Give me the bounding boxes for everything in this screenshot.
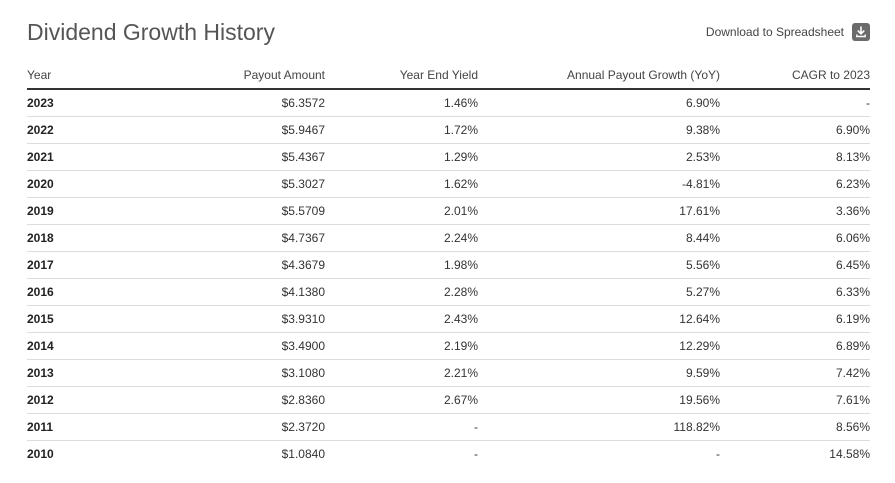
cell-yield: -: [325, 413, 478, 441]
download-icon[interactable]: [852, 23, 870, 41]
cell-year: 2015: [27, 305, 119, 333]
table-row: 2015 $3.9310 2.43% 12.64% 6.19%: [27, 305, 870, 333]
cell-growth: 6.90%: [478, 89, 720, 117]
cell-cagr: 7.42%: [720, 359, 870, 387]
table-row: 2021 $5.4367 1.29% 2.53% 8.13%: [27, 143, 870, 171]
table-row: 2016 $4.1380 2.28% 5.27% 6.33%: [27, 278, 870, 306]
col-header-yield[interactable]: Year End Yield: [325, 62, 478, 90]
cell-cagr: 6.33%: [720, 278, 870, 306]
cell-yield: 1.98%: [325, 251, 478, 279]
cell-payout: $3.4900: [119, 332, 325, 360]
table-row: 2023 $6.3572 1.46% 6.90% -: [27, 89, 870, 117]
cell-cagr: 7.61%: [720, 386, 870, 414]
cell-yield: 1.29%: [325, 143, 478, 171]
cell-yield: -: [474, 446, 478, 461]
download-label: Download to Spreadsheet: [705, 25, 844, 39]
cell-growth: 2.53%: [478, 143, 720, 171]
col-header-payout[interactable]: Payout Amount: [119, 62, 325, 90]
cell-payout: $4.7367: [119, 224, 325, 252]
table-row: 2019 $5.5709 2.01% 17.61% 3.36%: [27, 197, 870, 225]
cell-cagr: 6.90%: [720, 116, 870, 144]
cell-growth: 12.64%: [478, 305, 720, 333]
cell-yield: 2.24%: [325, 224, 478, 252]
cell-yield: 1.62%: [325, 170, 478, 198]
table-row: 2014 $3.4900 2.19% 12.29% 6.89%: [27, 332, 870, 360]
cell-cagr: -: [720, 89, 870, 117]
cell-growth: -: [716, 446, 720, 461]
cell-growth: 9.59%: [478, 359, 720, 387]
panel-header: Dividend Growth History Download to Spre…: [27, 15, 870, 49]
cell-year: 2016: [27, 278, 119, 306]
cell-cagr: 6.06%: [720, 224, 870, 252]
cell-yield: 2.21%: [325, 359, 478, 387]
cell-year: 2018: [27, 224, 119, 252]
cell-year: 2019: [27, 197, 119, 225]
cell-year: 2013: [27, 359, 119, 387]
cell-cagr: 6.19%: [720, 305, 870, 333]
col-header-growth[interactable]: Annual Payout Growth (YoY): [478, 62, 720, 90]
table-row: 2018 $4.7367 2.24% 8.44% 6.06%: [27, 224, 870, 252]
cell-growth: 19.56%: [478, 386, 720, 414]
cell-payout: $4.1380: [119, 278, 325, 306]
cell-year: 2020: [27, 170, 119, 198]
cell-payout: $5.3027: [119, 170, 325, 198]
cell-year: 2021: [27, 143, 119, 171]
table-row: 2020 $5.3027 1.62% -4.81% 6.23%: [27, 170, 870, 198]
cell-cagr: 8.13%: [720, 143, 870, 171]
cell-yield: 2.43%: [325, 305, 478, 333]
cell-growth: -4.81%: [478, 170, 720, 198]
table-row: 2012 $2.8360 2.67% 19.56% 7.61%: [27, 386, 870, 414]
table-row: 2011 $2.3720-118.82% 8.56%: [27, 413, 870, 441]
cell-growth: 8.44%: [478, 224, 720, 252]
cell-yield: 2.67%: [325, 386, 478, 414]
cell-growth: 17.61%: [478, 197, 720, 225]
cell-yield: 2.19%: [325, 332, 478, 360]
cell-payout: $3.9310: [119, 305, 325, 333]
dividend-history-table: Year Payout Amount Year End Yield Annual…: [27, 62, 870, 467]
download-spreadsheet-button[interactable]: Download to Spreadsheet: [706, 23, 870, 41]
cell-cagr: 6.23%: [720, 170, 870, 198]
cell-year: 2017: [27, 251, 119, 279]
cell-yield: 1.72%: [325, 116, 478, 144]
col-header-cagr[interactable]: CAGR to 2023: [720, 62, 870, 90]
table-header-row: Year Payout Amount Year End Yield Annual…: [27, 62, 870, 90]
table-row: 2022 $5.9467 1.72% 9.38% 6.90%: [27, 116, 870, 144]
cell-cagr: 8.56%: [720, 413, 870, 441]
cell-growth: 5.27%: [478, 278, 720, 306]
cell-growth: 118.82%: [478, 413, 720, 441]
cell-payout: $2.3720: [119, 413, 325, 441]
cell-payout: $5.4367: [119, 143, 325, 171]
cell-cagr: 6.89%: [720, 332, 870, 360]
table-row: 2010 $1.0840 - - 14.58%: [27, 440, 870, 467]
col-header-year[interactable]: Year: [27, 62, 119, 90]
cell-year: 2023: [27, 89, 119, 117]
table-row: 2013 $3.1080 2.21% 9.59% 7.42%: [27, 359, 870, 387]
cell-cagr: 6.45%: [720, 251, 870, 279]
cell-growth: 9.38%: [478, 116, 720, 144]
cell-payout: $5.9467: [119, 116, 325, 144]
cell-payout: $5.5709: [119, 197, 325, 225]
cell-payout: $4.3679: [119, 251, 325, 279]
cell-year: 2012: [27, 386, 119, 414]
cell-yield: 1.46%: [325, 89, 478, 117]
cell-payout: $2.8360: [119, 386, 325, 414]
cell-yield: 2.01%: [325, 197, 478, 225]
cell-growth: 12.29%: [478, 332, 720, 360]
cell-payout: $1.0840: [281, 446, 325, 461]
cell-cagr: 3.36%: [720, 197, 870, 225]
page-title: Dividend Growth History: [27, 18, 275, 45]
cell-yield: 2.28%: [325, 278, 478, 306]
cell-year: 2022: [27, 116, 119, 144]
cell-payout: $6.3572: [119, 89, 325, 117]
cell-year: 2010: [27, 446, 54, 461]
cell-cagr: 14.58%: [829, 446, 870, 461]
table-row: 2017 $4.3679 1.98% 5.56% 6.45%: [27, 251, 870, 279]
cell-year: 2011: [27, 413, 119, 441]
cell-year: 2014: [27, 332, 119, 360]
cell-growth: 5.56%: [478, 251, 720, 279]
cell-payout: $3.1080: [119, 359, 325, 387]
